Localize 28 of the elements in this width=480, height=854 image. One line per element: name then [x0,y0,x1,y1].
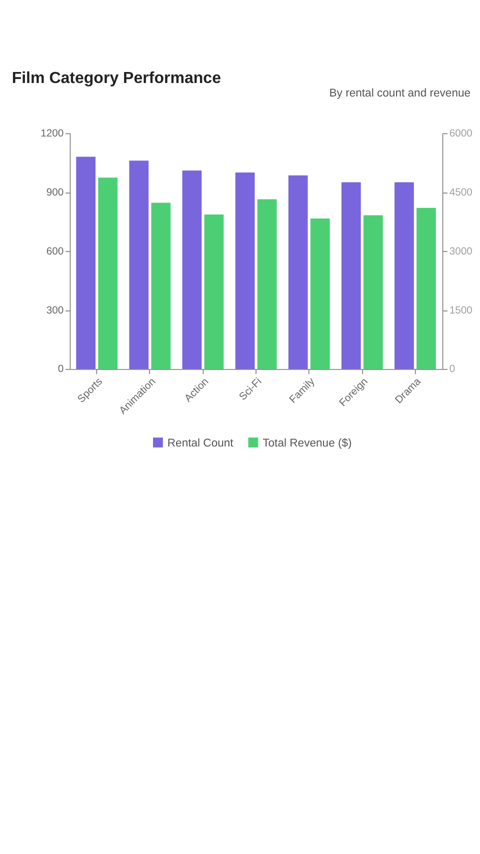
bar [76,156,96,369]
bar [151,202,171,369]
bar [363,215,383,369]
y2-tick-label: 6000 [449,128,473,140]
bar [394,182,414,369]
y-tick-label: 1200 [40,128,64,140]
bar [182,170,202,369]
y2-tick-label: 3000 [449,246,473,258]
bar [288,175,308,369]
y2-tick-label: 1500 [449,305,473,316]
bar [129,160,149,369]
bar [235,172,255,369]
bar [310,218,330,369]
bar [341,182,361,369]
bar [204,214,224,369]
legend-label: Rental Count [167,437,234,450]
y-tick-label: 0 [58,364,64,376]
chart-title: Film Category Performance [12,69,222,88]
bar [257,199,277,369]
y2-tick-label: 4500 [449,187,473,198]
y2-tick-label: 0 [449,364,456,376]
y-tick-label: 300 [46,305,64,316]
y-tick-label: 600 [46,246,64,258]
legend-label: Total Revenue ($) [262,437,352,450]
chart-subtitle: By rental count and revenue [329,87,471,100]
bar [98,178,118,369]
bar [416,208,436,369]
y-tick-label: 900 [46,187,64,198]
